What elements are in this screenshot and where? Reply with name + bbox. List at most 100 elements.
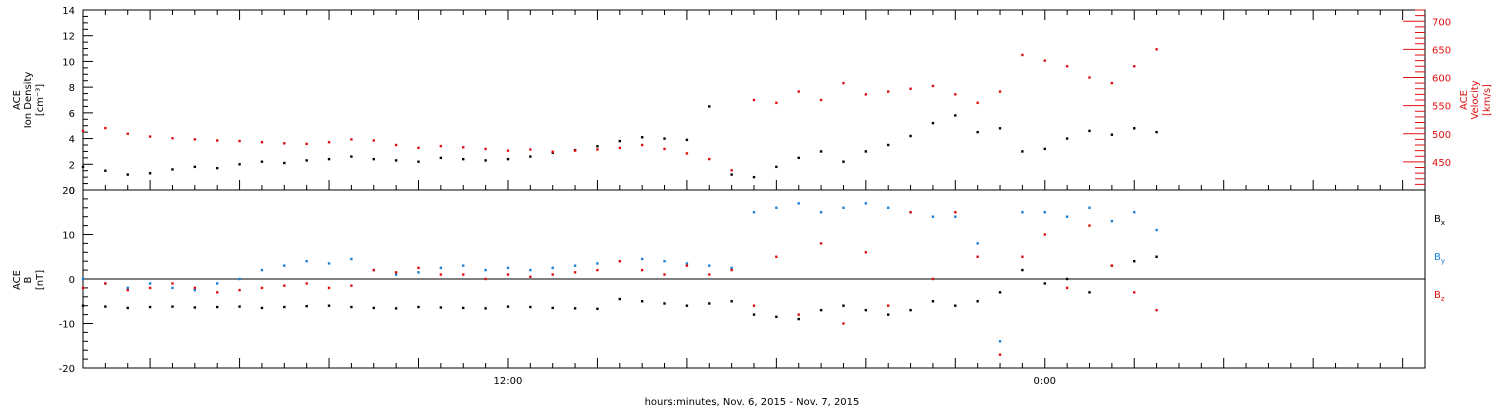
by-point [484, 268, 487, 272]
bx-point [1065, 277, 1069, 281]
velocity-point [394, 143, 398, 147]
bx-point [283, 305, 286, 309]
bz-point [283, 284, 286, 287]
velocity-tick-label: 500 [1432, 130, 1451, 141]
by-point [931, 215, 935, 218]
bx-point [305, 304, 308, 308]
density-point [417, 160, 420, 163]
by-point [350, 257, 353, 261]
velocity-point [998, 90, 1002, 93]
bx-point [260, 306, 264, 310]
b-tick-label: 20 [62, 186, 75, 197]
legend-by-label: By [1434, 252, 1445, 265]
velocity-tick-label: 650 [1432, 45, 1451, 56]
legend-bx: Bx [1434, 214, 1445, 227]
bz-point [260, 286, 264, 290]
by-point [81, 277, 85, 281]
b-tick-label: 0 [69, 275, 75, 286]
bz-point [842, 322, 845, 325]
bz-point [685, 264, 689, 267]
bx-point [1133, 260, 1136, 263]
by-point [640, 257, 644, 261]
density-point [1110, 133, 1114, 136]
by-point [216, 282, 219, 285]
density-point [976, 130, 979, 134]
by-point [238, 277, 241, 281]
velocity-point [193, 138, 197, 141]
velocity-point [864, 93, 868, 96]
velocity-tick-label: 600 [1432, 74, 1451, 85]
density-point [216, 166, 219, 170]
bx-point [417, 305, 420, 309]
density-point [1133, 127, 1136, 130]
density-point [171, 168, 174, 171]
bz-point [1133, 291, 1136, 294]
bx-point [1088, 291, 1091, 294]
by-point [842, 206, 845, 209]
bz-point [976, 255, 979, 258]
bx-point [887, 313, 890, 316]
velocity-axis-ticks: 450 500 550 600 650 700 [1403, 9, 1451, 185]
bx-point [573, 307, 577, 310]
bx-point [462, 306, 465, 310]
density-point [819, 150, 823, 153]
density-point [954, 114, 957, 117]
bx-point [193, 306, 197, 309]
density-point [260, 160, 264, 163]
bx-point [685, 304, 689, 307]
velocity-point [327, 140, 331, 144]
density-tick-label: 0 [69, 186, 75, 197]
density-point [752, 175, 756, 179]
density-point [663, 137, 666, 140]
bottom-panel: -20 -10 0 10 20 ACE B [nT] Bx By Bz [12, 186, 1445, 375]
density-tick-label: 2 [69, 160, 75, 171]
density-point [238, 163, 241, 166]
bz-point [104, 282, 107, 285]
velocity-point [1043, 59, 1046, 62]
density-point [618, 139, 621, 143]
bx-point [327, 304, 331, 307]
density-point [305, 159, 308, 162]
by-point [887, 206, 890, 209]
bx-point [81, 304, 85, 307]
density-point [1088, 129, 1091, 133]
velocity-axis-label-line3: [km/s] [1482, 84, 1493, 116]
bx-point [819, 308, 823, 312]
velocity-point [506, 149, 510, 152]
bz-point [909, 211, 912, 214]
by-point [394, 273, 398, 276]
density-point [909, 134, 912, 138]
bz-point [417, 266, 420, 270]
b-tick-label: -10 [59, 320, 75, 331]
bz-point [663, 273, 666, 276]
by-point [171, 286, 174, 290]
by-point [775, 206, 778, 209]
by-point [1155, 228, 1158, 232]
bx-point [394, 307, 398, 310]
density-point [730, 173, 733, 176]
density-axis-label-line1: ACE [12, 90, 23, 110]
bx-point [1155, 255, 1158, 258]
by-point [596, 262, 599, 265]
density-point [887, 143, 890, 147]
density-point [1043, 147, 1046, 151]
velocity-tick-label: 450 [1432, 158, 1451, 169]
by-point [305, 260, 308, 263]
bz-point [998, 353, 1002, 356]
bx-point [439, 306, 443, 309]
by-point [797, 202, 800, 205]
bz-point [640, 268, 644, 272]
density-tick-label: 8 [69, 83, 75, 94]
density-point [931, 121, 935, 125]
density-axis-ticks: 0 2 4 6 8 10 12 14 [62, 6, 93, 197]
density-point [640, 136, 644, 139]
density-point [529, 155, 532, 158]
bz-point [730, 268, 733, 272]
by-point [126, 286, 129, 290]
by-point [529, 268, 532, 272]
top-panel: 0 2 4 6 8 10 12 14 450 500 550 600 650 700 ACE Ion D… [12, 6, 1493, 197]
bz-point [819, 242, 823, 245]
by-point [551, 266, 554, 270]
x-axis-ticks: 12:00 0:00 [82, 10, 1426, 387]
bx-point [640, 300, 644, 303]
